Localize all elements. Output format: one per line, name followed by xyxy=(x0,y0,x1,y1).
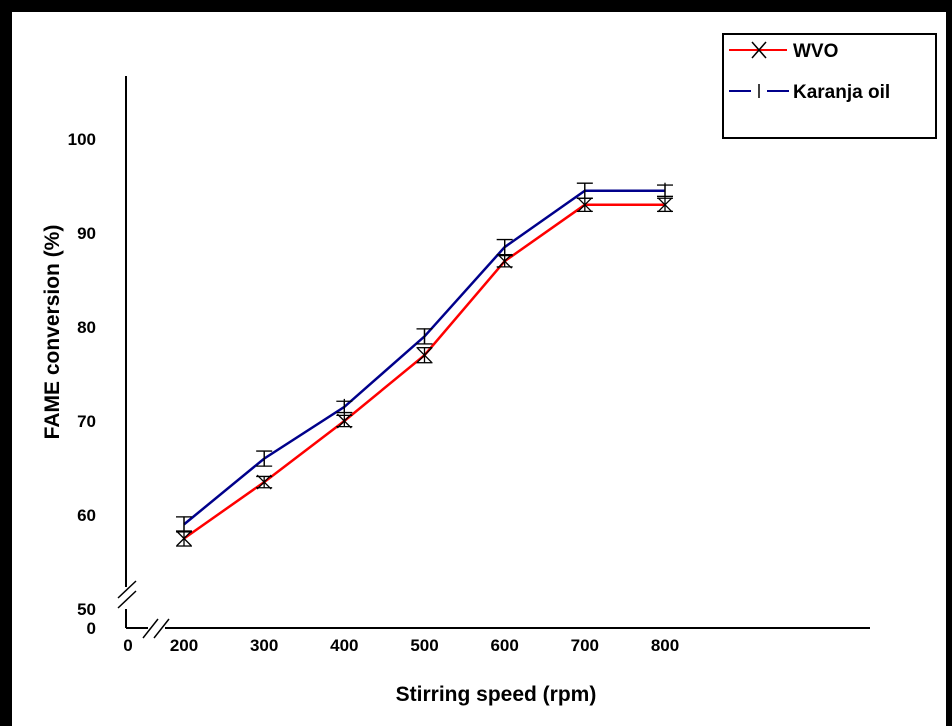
data-point-marker xyxy=(497,253,513,269)
x-axis-title: Stirring speed (rpm) xyxy=(396,683,597,706)
y-tick-label: 100 xyxy=(68,130,96,149)
data-point-marker xyxy=(256,474,272,490)
x-origin-label: 0 xyxy=(123,636,132,655)
line-chart: Stirring speed (rpm) FAME conversion (%)… xyxy=(41,33,937,706)
legend: WVO Karanja oil xyxy=(722,33,937,139)
y-tick-label: 60 xyxy=(77,506,96,525)
data-point-marker xyxy=(657,197,673,213)
x-tick-label: 500 xyxy=(410,636,438,655)
data-point-marker xyxy=(336,413,352,429)
x-tick-label: 200 xyxy=(170,636,198,655)
x-tick-label: 700 xyxy=(571,636,599,655)
x-tick-label: 800 xyxy=(651,636,679,655)
legend-label-wvo: WVO xyxy=(793,41,838,62)
legend-marker-wvo-b xyxy=(751,41,767,59)
data-point-marker xyxy=(176,531,192,546)
x-axis-break xyxy=(142,618,170,639)
x-tick-label: 300 xyxy=(250,636,278,655)
y-tick-label: 0 xyxy=(87,619,96,638)
y-axis-break xyxy=(117,580,137,609)
x-tick-label: 600 xyxy=(490,636,518,655)
y-tick-label: 90 xyxy=(77,224,96,243)
legend-item-wvo: WVO xyxy=(729,41,838,62)
data-point-marker xyxy=(577,197,593,213)
y-tick-label: 80 xyxy=(77,318,96,337)
x-tick-label: 400 xyxy=(330,636,358,655)
y-axis-title: FAME conversion (%) xyxy=(41,225,64,440)
y-tick-label: 50 xyxy=(77,600,96,619)
y-tick-label: 70 xyxy=(77,412,96,431)
data-point-marker xyxy=(417,347,432,363)
legend-label-karanja: Karanja oil xyxy=(793,82,890,103)
series-layer xyxy=(176,182,673,547)
legend-item-karanja: Karanja oil xyxy=(729,82,890,103)
series-line-wvo xyxy=(183,203,665,540)
